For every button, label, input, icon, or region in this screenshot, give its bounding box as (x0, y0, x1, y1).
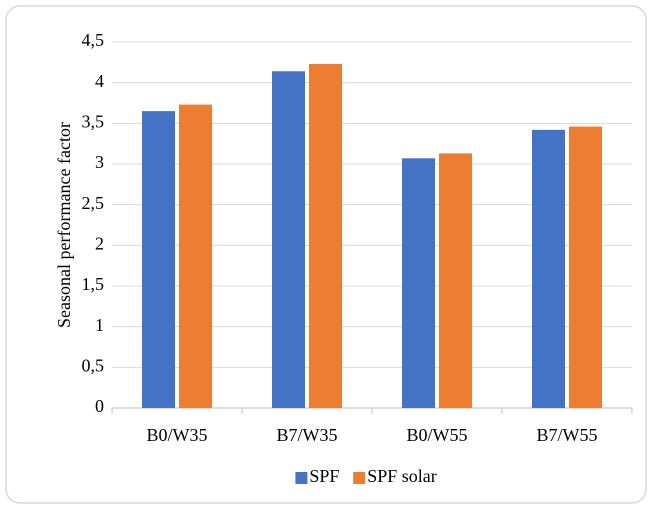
x-tick-label: B0/W35 (147, 425, 208, 445)
bar (402, 158, 435, 408)
y-tick-label: 4 (95, 71, 104, 91)
bar (142, 111, 175, 408)
y-tick-label: 1,5 (82, 274, 105, 294)
y-tick-label: 4,5 (82, 30, 105, 50)
bar (309, 63, 342, 409)
y-tick-label: 3,5 (82, 111, 105, 131)
x-tick-label: B0/W55 (407, 425, 468, 445)
bar (179, 104, 212, 409)
y-tick-label: 0 (95, 396, 104, 416)
bar (272, 71, 305, 408)
y-tick-label: 3 (95, 152, 104, 172)
legend-swatch (353, 472, 366, 484)
y-tick-label: 1 (95, 315, 104, 335)
y-tick-label: 0,5 (82, 355, 105, 375)
legend-swatch (295, 472, 308, 484)
y-axis-title: Seasonal performance factor (54, 122, 74, 328)
x-tick-label: B7/W35 (277, 425, 338, 445)
bar (532, 129, 565, 408)
y-tick-label: 2 (95, 233, 104, 253)
y-tick-label: 2,5 (82, 193, 105, 213)
bar (439, 153, 472, 408)
legend-label: SPF solar (367, 466, 437, 486)
bar (569, 126, 602, 408)
legend-label: SPF (309, 466, 339, 486)
x-tick-label: B7/W55 (537, 425, 598, 445)
